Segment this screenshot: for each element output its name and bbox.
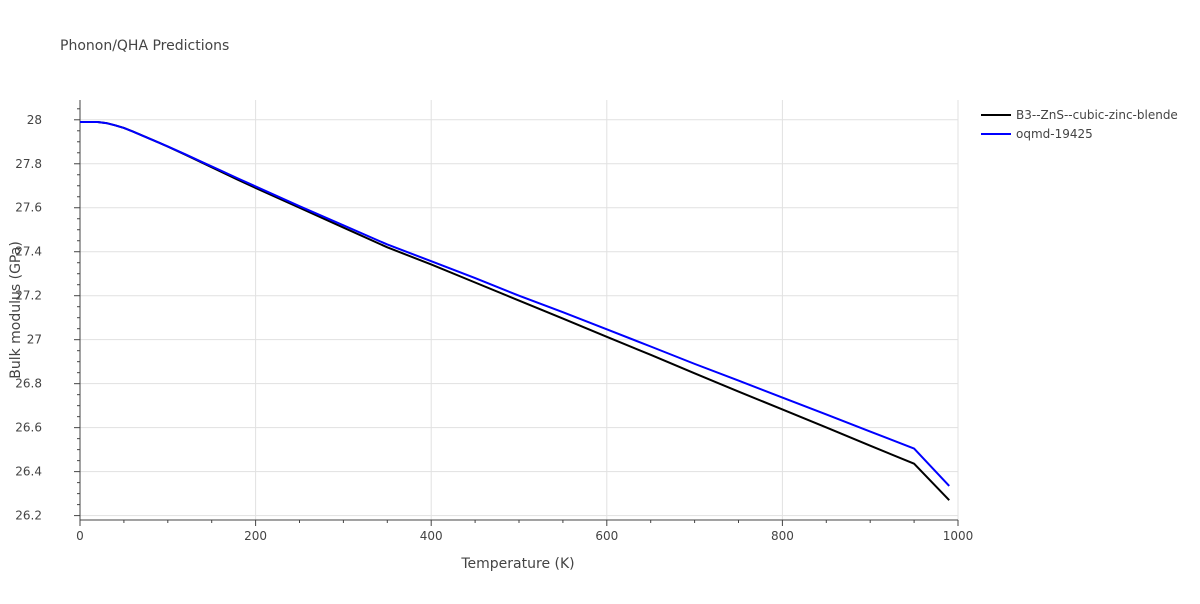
- x-tick-label: 200: [244, 529, 267, 543]
- x-axis-title: Temperature (K): [460, 556, 574, 572]
- grid-layer: [79, 100, 959, 520]
- legend-label: oqmd-19425: [1016, 127, 1093, 141]
- series-line-2[interactable]: [80, 120, 950, 487]
- y-tick-label: 27.6: [15, 201, 42, 215]
- x-tick-label: 0: [76, 529, 84, 543]
- y-tick-label: 27.2: [15, 289, 42, 303]
- y-tick-label: 28: [27, 113, 42, 127]
- legend[interactable]: B3--ZnS--cubic-zinc-blende oqmd-19425: [981, 108, 1178, 141]
- legend-label: B3--ZnS--cubic-zinc-blende: [1016, 108, 1178, 122]
- axes-layer: 0 200 400 600 800 1000 26.2 26.4 26.6 26.8 27 27.2 2…: [15, 100, 973, 543]
- y-tick-label: 26.4: [15, 465, 42, 479]
- legend-item-1[interactable]: B3--ZnS--cubic-zinc-blende: [981, 108, 1178, 122]
- y-tick-label: 26.8: [15, 377, 42, 391]
- series-layer[interactable]: [80, 120, 950, 501]
- y-tick-label: 27.4: [15, 245, 42, 259]
- y-tick-label: 26.2: [15, 509, 42, 523]
- chart-title: Phonon/QHA Predictions: [60, 38, 229, 54]
- y-axis-title: Bulk modulus (GPa): [8, 241, 24, 379]
- x-tick-label: 1000: [943, 529, 974, 543]
- legend-item-2[interactable]: oqmd-19425: [981, 127, 1093, 141]
- y-tick-label: 27: [27, 333, 42, 347]
- x-tick-label: 400: [420, 529, 443, 543]
- x-tick-label: 800: [771, 529, 794, 543]
- y-tick-label: 27.8: [15, 157, 42, 171]
- x-tick-label: 600: [595, 529, 618, 543]
- y-tick-label: 26.6: [15, 421, 42, 435]
